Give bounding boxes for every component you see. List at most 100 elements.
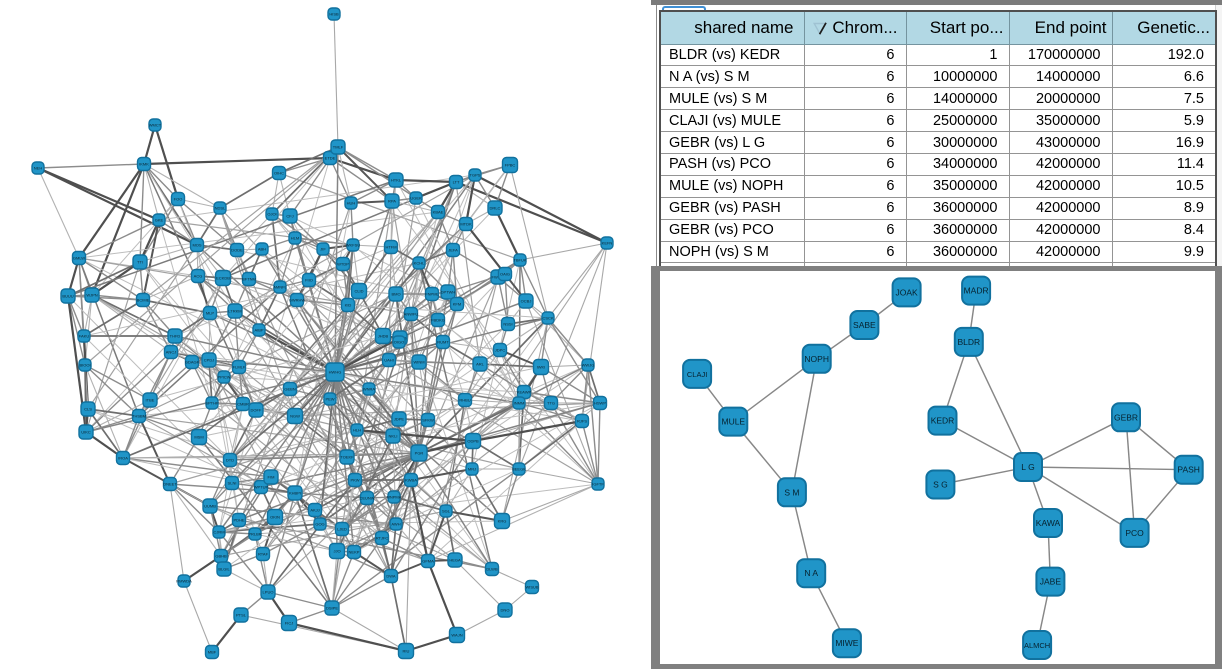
svg-text:INMM: INMM: [514, 401, 525, 406]
svg-text:BLDR: BLDR: [957, 337, 980, 347]
svg-text:ANCJ: ANCJ: [166, 350, 176, 355]
svg-text:PASH: PASH: [1177, 465, 1200, 475]
svg-text:SLNI: SLNI: [228, 481, 237, 486]
svg-text:JDPE: JDPE: [394, 417, 405, 422]
svg-text:DWA: DWA: [386, 574, 396, 579]
svg-text:OAIG: OAIG: [500, 272, 510, 277]
svg-text:JABE: JABE: [1040, 577, 1062, 587]
svg-text:CMBR: CMBR: [237, 402, 249, 407]
svg-text:HISB: HISB: [329, 12, 339, 17]
svg-text:IWKI: IWKI: [537, 365, 546, 370]
svg-text:BEEGK: BEEGK: [512, 467, 526, 472]
svg-text:HWHG: HWHG: [329, 370, 342, 375]
svg-text:RTJFC: RTJFC: [376, 536, 389, 541]
svg-text:JHDB: JHDB: [378, 334, 389, 339]
svg-text:LPUO: LPUO: [263, 590, 274, 595]
svg-text:DTD: DTD: [226, 458, 234, 463]
svg-text:WNRA: WNRA: [363, 387, 376, 392]
svg-text:UGEK: UGEK: [410, 196, 422, 201]
svg-text:OJOI: OJOI: [267, 212, 276, 217]
svg-text:WAJN: WAJN: [451, 633, 462, 638]
svg-text:BLGIL: BLGIL: [218, 567, 230, 572]
svg-text:NGW: NGW: [290, 414, 300, 419]
svg-text:SPTHP: SPTHP: [205, 401, 219, 406]
svg-text:L G: L G: [1021, 462, 1034, 472]
svg-text:JEFA: JEFA: [448, 248, 458, 253]
svg-text:HUH: HUH: [347, 201, 356, 206]
svg-text:CPDJ: CPDJ: [204, 358, 214, 363]
svg-text:FAKU: FAKU: [79, 334, 90, 339]
svg-text:HSWP: HSWP: [594, 401, 606, 406]
svg-text:WWJG: WWJG: [582, 363, 595, 368]
svg-text:ECKDB: ECKDB: [216, 276, 230, 281]
svg-text:MNPMA: MNPMA: [387, 495, 402, 500]
svg-text:LTRKM: LTRKM: [228, 309, 241, 314]
svg-text:JJO: JJO: [333, 549, 340, 554]
svg-text:KEFN: KEFN: [602, 241, 613, 246]
svg-text:FPBC: FPBC: [505, 163, 516, 168]
svg-text:ITBE: ITBE: [146, 398, 155, 403]
svg-text:KFM: KFM: [453, 302, 461, 307]
svg-text:ARL: ARL: [476, 362, 485, 367]
svg-text:CEUNW: CEUNW: [359, 496, 374, 501]
svg-text:CFJ: CFJ: [286, 214, 293, 219]
svg-text:MADR: MADR: [964, 286, 989, 296]
svg-text:WTDP: WTDP: [337, 262, 349, 267]
svg-text:THSBM: THSBM: [132, 414, 146, 419]
svg-text:CJRM: CJRM: [213, 530, 224, 535]
svg-text:ACG: ACG: [194, 274, 203, 279]
svg-text:ETDE: ETDE: [325, 156, 336, 161]
svg-text:DOFF: DOFF: [251, 408, 262, 413]
svg-text:AKJJ: AKJJ: [310, 508, 319, 513]
svg-text:MSM: MSM: [194, 435, 203, 440]
svg-text:DNO: DNO: [501, 608, 510, 613]
svg-text:OIHC: OIHC: [274, 171, 284, 176]
svg-text:NOPH: NOPH: [804, 354, 829, 364]
svg-text:PRLBR: PRLBR: [248, 532, 261, 537]
svg-text:RHBU: RHBU: [459, 398, 470, 403]
svg-text:MBF: MBF: [208, 650, 217, 655]
svg-text:CLAJI: CLAJI: [687, 370, 707, 379]
svg-text:OCBJ: OCBJ: [521, 299, 532, 304]
svg-text:HEGA: HEGA: [449, 558, 461, 563]
svg-text:RMWDA: RMWDA: [176, 579, 192, 584]
svg-text:RTAF: RTAF: [258, 552, 269, 557]
svg-text:HTKL: HTKL: [391, 178, 402, 183]
svg-text:MRJ: MRJ: [468, 467, 476, 472]
svg-text:LTT: LTT: [453, 180, 460, 185]
svg-text:S M: S M: [784, 487, 799, 497]
svg-text:HLH: HLH: [353, 428, 361, 433]
svg-text:N A: N A: [804, 568, 818, 578]
svg-text:GEBR: GEBR: [1114, 412, 1138, 422]
svg-text:AMNFL: AMNFL: [273, 285, 287, 290]
svg-text:RJFS: RJFS: [577, 419, 587, 424]
svg-text:FICJ: FICJ: [285, 621, 293, 626]
svg-text:JIF: JIF: [320, 247, 326, 252]
svg-text:LJED: LJED: [337, 527, 347, 532]
svg-text:DRLC: DRLC: [490, 206, 501, 211]
svg-text:KAWA: KAWA: [1036, 518, 1061, 528]
svg-text:ALMCH: ALMCH: [1024, 641, 1050, 650]
svg-text:TTG: TTG: [547, 401, 555, 406]
svg-text:SFKW: SFKW: [422, 418, 434, 423]
svg-text:DODE: DODE: [231, 248, 243, 253]
svg-text:RPA: RPA: [388, 199, 396, 204]
svg-text:ABH: ABH: [258, 247, 266, 252]
svg-text:PEW: PEW: [325, 397, 334, 402]
svg-text:MLP: MLP: [206, 311, 215, 316]
svg-text:CSCK: CSCK: [542, 316, 553, 321]
svg-text:BMO: BMO: [391, 292, 400, 297]
svg-text:DSIPE: DSIPE: [326, 606, 338, 611]
svg-text:KEAWP: KEAWP: [517, 390, 532, 395]
svg-text:MULE: MULE: [721, 417, 745, 427]
svg-text:TTI: TTI: [137, 260, 143, 265]
svg-text:GEBN: GEBN: [284, 387, 295, 392]
svg-text:GDAGF: GDAGF: [185, 360, 200, 365]
svg-text:NSSI: NSSI: [503, 322, 512, 327]
svg-text:RIU: RIU: [403, 649, 410, 654]
svg-text:BIOOI: BIOOI: [79, 363, 90, 368]
svg-text:NEKP: NEKP: [349, 550, 360, 555]
svg-text:PCO: PCO: [1125, 528, 1144, 538]
svg-text:ODPB: ODPB: [467, 439, 479, 444]
svg-text:RUMT: RUMT: [437, 340, 449, 345]
